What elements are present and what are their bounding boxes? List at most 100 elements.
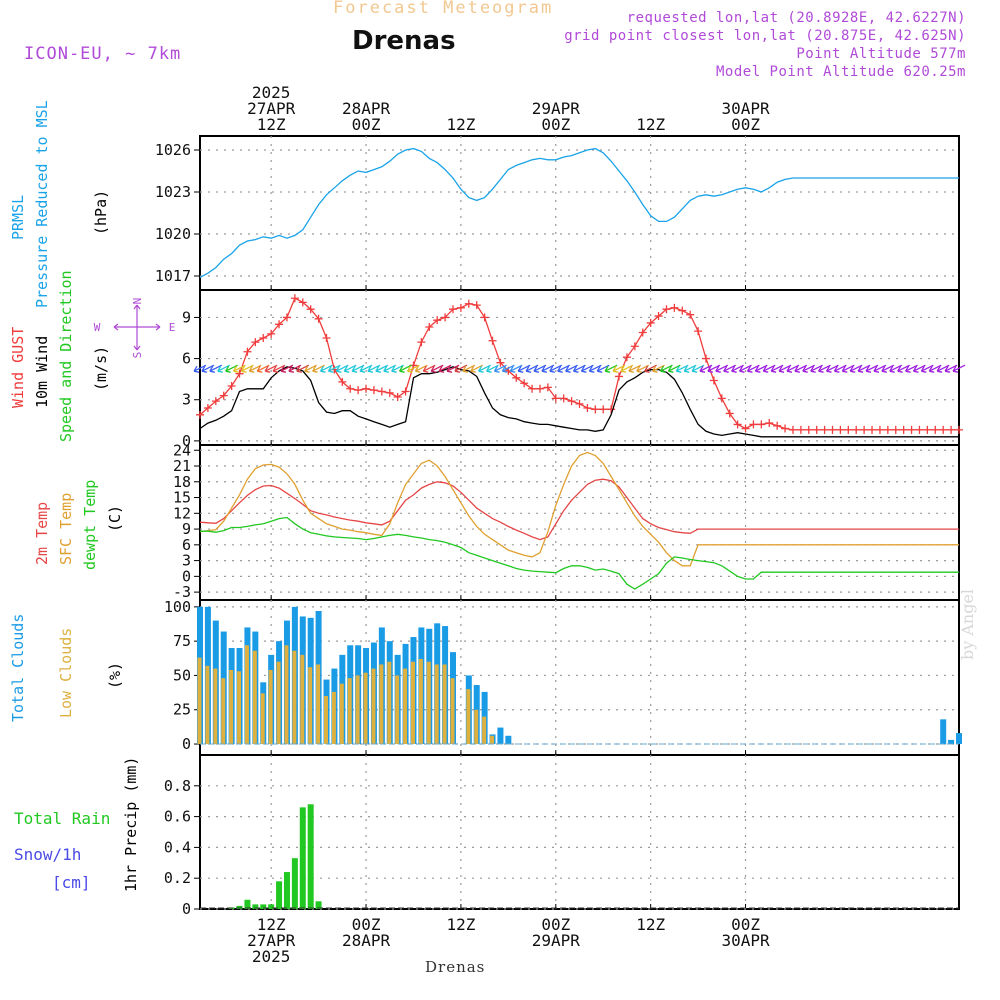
wind-barb bbox=[881, 364, 895, 373]
top-time-label: 29APR bbox=[532, 99, 581, 118]
gust-marker bbox=[899, 425, 908, 434]
bar bbox=[379, 664, 384, 745]
bar bbox=[466, 689, 471, 745]
gust-marker bbox=[520, 379, 529, 388]
wind-barb bbox=[367, 364, 381, 373]
top-time-label: 12Z bbox=[636, 115, 665, 134]
wind-barb bbox=[612, 364, 626, 373]
y-tick-label: 0.8 bbox=[164, 777, 191, 795]
wind-barb bbox=[383, 364, 397, 373]
gust-marker bbox=[844, 425, 853, 434]
wind-barb bbox=[802, 364, 816, 373]
wind-barb bbox=[620, 364, 634, 373]
model-label: ICON-EU, ~ 7km bbox=[24, 44, 182, 64]
y-tick-label: 0.4 bbox=[164, 838, 191, 856]
bar bbox=[324, 696, 328, 745]
gust-marker bbox=[630, 342, 639, 351]
bar bbox=[260, 904, 267, 909]
bar bbox=[355, 675, 360, 745]
axis-label: [cm] bbox=[52, 873, 91, 892]
gust-marker bbox=[702, 354, 710, 363]
wind-barb bbox=[256, 364, 270, 373]
top-time-label: 27APR bbox=[247, 99, 296, 118]
bar bbox=[316, 664, 321, 745]
bar bbox=[956, 733, 962, 745]
wind-barb bbox=[746, 364, 760, 373]
wind-barb bbox=[375, 364, 389, 373]
bar bbox=[268, 904, 275, 909]
wind-barb bbox=[470, 364, 484, 373]
wind-barb bbox=[675, 364, 689, 373]
wind-barb bbox=[944, 364, 958, 373]
wind-barb bbox=[691, 364, 705, 373]
bar bbox=[948, 739, 955, 745]
gust-marker bbox=[275, 320, 284, 329]
wind-barb bbox=[280, 364, 294, 373]
location-title: Drenas bbox=[352, 26, 456, 56]
gust-marker bbox=[607, 405, 616, 414]
gust-marker bbox=[219, 391, 228, 400]
wind-barb bbox=[304, 364, 317, 373]
gust-marker bbox=[709, 376, 718, 385]
gust-marker bbox=[211, 397, 220, 406]
wind-barb bbox=[517, 364, 531, 373]
gust-marker bbox=[456, 303, 465, 312]
gust-marker bbox=[362, 384, 371, 393]
wind-barb bbox=[778, 364, 792, 373]
gust-marker bbox=[243, 347, 252, 356]
gust-marker bbox=[290, 294, 299, 303]
gust-marker bbox=[678, 306, 687, 315]
gust-marker bbox=[433, 316, 442, 325]
wind-barb bbox=[351, 364, 365, 373]
wind-barb bbox=[810, 364, 823, 373]
gust-marker bbox=[599, 405, 608, 414]
y-tick-label: 0 bbox=[182, 567, 191, 585]
wind-barb bbox=[738, 364, 752, 373]
wind-barb bbox=[928, 364, 942, 373]
bar bbox=[442, 664, 447, 745]
top-time-label: 30APR bbox=[721, 99, 770, 118]
bar bbox=[940, 719, 947, 745]
top-time-label: 12Z bbox=[446, 115, 475, 134]
axis-label: Low Clouds bbox=[57, 628, 75, 718]
bar bbox=[497, 727, 504, 745]
footer-location: Drenas bbox=[425, 958, 486, 976]
gust-marker bbox=[393, 392, 402, 401]
compass-w: W bbox=[94, 321, 101, 334]
wind-barb bbox=[723, 364, 737, 373]
y-tick-label: 1017 bbox=[155, 267, 191, 285]
wind-barb bbox=[889, 364, 903, 373]
clouds-frame bbox=[199, 599, 960, 756]
gust-marker bbox=[955, 425, 963, 434]
bar bbox=[268, 669, 273, 745]
point-altitude: Point Altitude 577m bbox=[796, 46, 966, 62]
y-tick-label: 6 bbox=[182, 350, 191, 368]
bar bbox=[418, 658, 423, 745]
wind-barb bbox=[754, 364, 768, 373]
axis-label: Pressure Reduced to MSL bbox=[33, 100, 51, 308]
wind-barb bbox=[201, 364, 215, 373]
wind-barb bbox=[509, 364, 523, 373]
axis-label: (hPa) bbox=[92, 190, 110, 235]
gust-marker bbox=[338, 377, 347, 386]
y-tick-label: 100 bbox=[164, 598, 191, 616]
gust-marker bbox=[551, 394, 560, 403]
gust-marker bbox=[464, 299, 473, 308]
axis-label: (C) bbox=[106, 505, 124, 532]
axis-label: dewpt Temp bbox=[81, 480, 99, 570]
y-tick-label: -3 bbox=[173, 583, 191, 601]
wind-barb bbox=[327, 364, 341, 373]
wind-barb bbox=[628, 364, 642, 373]
gust-marker bbox=[377, 387, 386, 396]
wind-barb bbox=[493, 364, 507, 373]
gust-marker bbox=[820, 425, 829, 434]
wind-barb bbox=[454, 364, 468, 373]
gust-marker bbox=[852, 425, 861, 434]
wind-barb bbox=[225, 364, 238, 373]
gust-marker bbox=[717, 394, 726, 403]
gust-marker bbox=[828, 425, 837, 434]
bottom-time-label: 12Z bbox=[636, 915, 665, 934]
bottom-time-label: 00Z bbox=[541, 915, 570, 934]
bar bbox=[237, 671, 242, 745]
wind-barb bbox=[731, 364, 744, 373]
